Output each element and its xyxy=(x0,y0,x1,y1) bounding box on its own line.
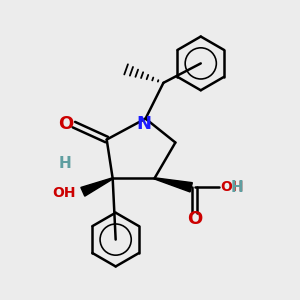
Text: H: H xyxy=(230,180,243,195)
Text: OH: OH xyxy=(220,180,244,194)
Text: N: N xyxy=(136,115,152,133)
Text: O: O xyxy=(58,115,73,133)
Polygon shape xyxy=(154,178,192,192)
Polygon shape xyxy=(81,178,113,196)
Text: OH: OH xyxy=(52,186,75,200)
Text: H: H xyxy=(58,156,71,171)
Text: O: O xyxy=(187,210,202,228)
